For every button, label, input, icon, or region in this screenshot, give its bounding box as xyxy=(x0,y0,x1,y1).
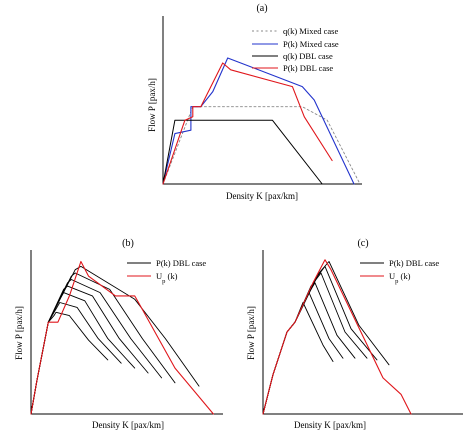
panel-b-legend-label-up: Up (k) xyxy=(156,271,178,285)
panel-b-series-0-line-2 xyxy=(30,292,136,415)
panel-b-series-0-line-1 xyxy=(30,302,122,415)
panel-c-series-layer xyxy=(262,259,412,415)
panel-a-series-3-line xyxy=(162,62,333,185)
panel-b-legend: P(k) DBL case Up (k) xyxy=(127,258,206,285)
panel-c-x-axis-label: Density K [pax/km] xyxy=(294,420,366,430)
panel-b-series-0-line-0 xyxy=(30,311,109,415)
panel-a-y-axis-label: Flow P [pax/h] xyxy=(147,78,157,132)
panel-c-series-0-line-3 xyxy=(262,272,368,415)
panel-c-series-1-line xyxy=(262,259,412,415)
panel-c-series-0-line-1 xyxy=(262,292,344,415)
panel-a-legend: q(k) Mixed case P(k) Mixed case q(k) DBL… xyxy=(252,26,339,73)
panel-c-series-0-line-4 xyxy=(262,265,378,415)
panel-b-series-0-line-3 xyxy=(30,285,149,415)
panel-a-label: (a) xyxy=(256,3,267,14)
panel-b-legend-label-p-dbl: P(k) DBL case xyxy=(156,258,206,268)
panel-a-legend-label-q-mixed: q(k) Mixed case xyxy=(283,26,338,36)
panel-c-series-0-line-0 xyxy=(262,302,334,415)
panel-c-legend-label-up: Up (k) xyxy=(389,271,411,285)
panel-b-y-axis-label: Flow P [pax/h] xyxy=(14,306,24,360)
panel-a-legend-label-p-mixed: P(k) Mixed case xyxy=(283,39,339,49)
panel-c-label: (c) xyxy=(357,238,368,249)
panel-b-x-axis-label: Density K [pax/km] xyxy=(92,420,164,430)
panel-a-legend-label-p-dbl: P(k) DBL case xyxy=(283,63,333,73)
panel-c-legend: P(k) DBL case Up (k) xyxy=(360,258,439,285)
panel-c-y-axis-label: Flow P [pax/h] xyxy=(246,306,256,360)
panel-c: (c) Density K [pax/km] Flow P [pax/h] P(… xyxy=(246,238,463,430)
panel-a-series-2-line xyxy=(162,119,323,185)
panel-b: (b) Density K [pax/km] Flow P [pax/h] P(… xyxy=(14,238,223,430)
panel-a-series-layer xyxy=(162,57,361,185)
panel-a-series-0-line xyxy=(162,106,361,185)
panel-b-series-0-line-4 xyxy=(30,279,163,415)
panel-c-legend-label-p-dbl: P(k) DBL case xyxy=(389,258,439,268)
panel-b-series-layer xyxy=(30,260,214,415)
panel-a-legend-label-q-dbl: q(k) DBL case xyxy=(283,51,333,61)
panel-b-series-0-line-6 xyxy=(30,265,200,415)
panel-c-series-0-line-2 xyxy=(262,282,356,415)
panel-b-series-1-line xyxy=(30,260,214,415)
panel-b-label: (b) xyxy=(122,238,134,249)
panel-a: (a) Density K [pax/km] Flow P [pax/h] q(… xyxy=(147,3,362,201)
panel-a-series-1-line xyxy=(162,57,355,185)
panel-a-x-axis-label: Density K [pax/km] xyxy=(226,191,298,201)
